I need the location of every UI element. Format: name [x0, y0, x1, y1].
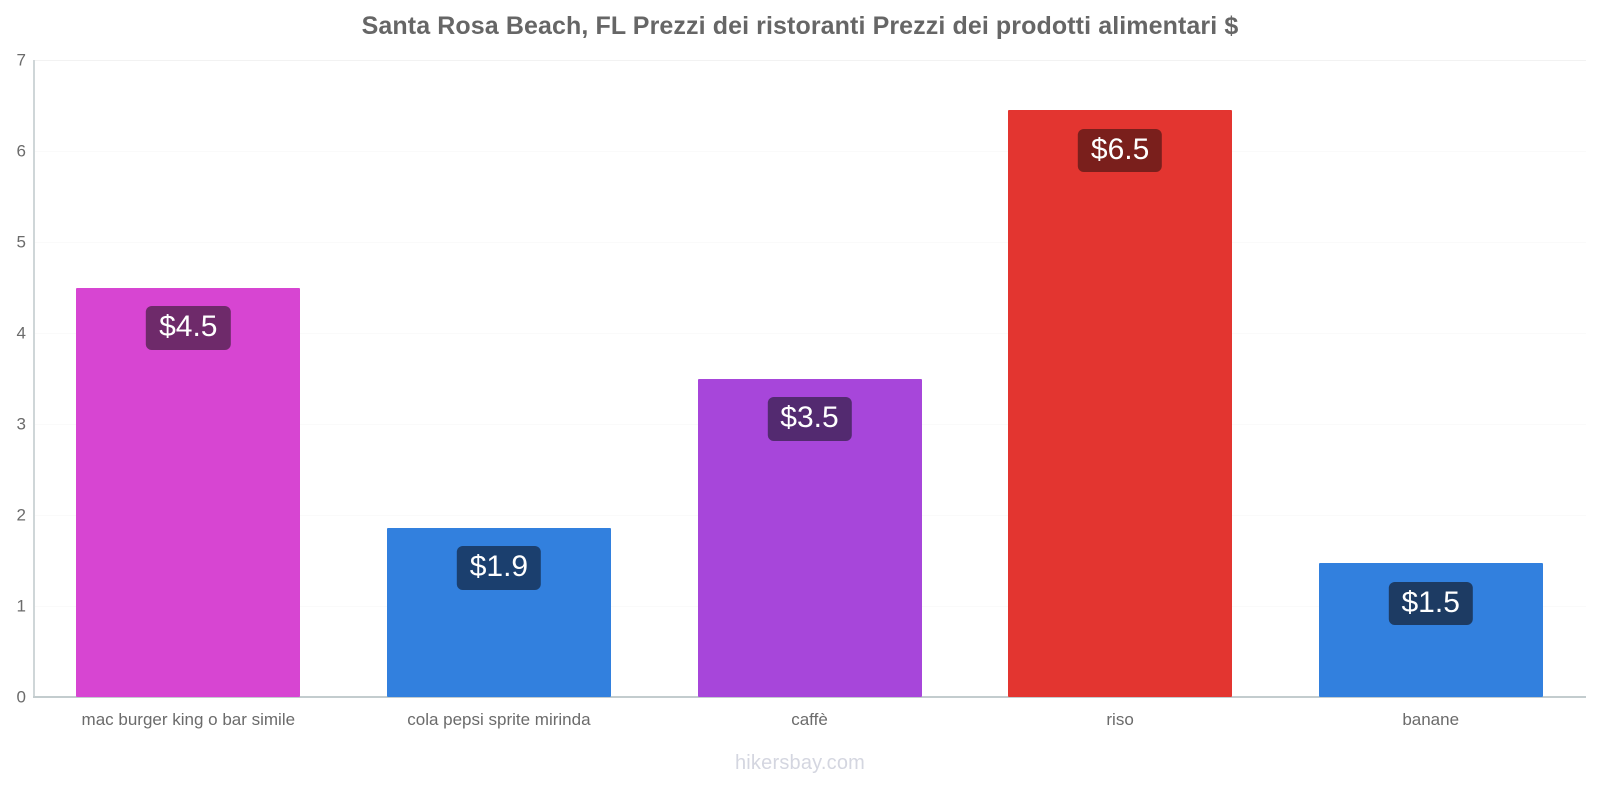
x-axis-tick-labels: mac burger king o bar simile cola pepsi s… [33, 710, 1586, 740]
bar[interactable] [1008, 110, 1233, 697]
bar[interactable] [76, 287, 301, 697]
y-axis-tick-label: 0 [16, 687, 26, 707]
x-axis-tick-label: cola pepsi sprite mirinda [407, 710, 591, 729]
bar-value-label: $4.5 [146, 306, 231, 350]
bar-group: $4.5 [76, 60, 301, 697]
y-axis-tick-label: 3 [16, 414, 26, 434]
bar-value-label: $6.5 [1077, 128, 1163, 173]
bar-value-label: $1.9 [456, 546, 542, 590]
x-axis-tick-label: mac burger king o bar simile [81, 710, 296, 729]
x-axis-tick-label: caffè [791, 710, 828, 729]
y-axis-tick-label: 2 [16, 505, 26, 525]
chart-title: Santa Rosa Beach, FL Prezzi dei ristoran… [361, 12, 1239, 40]
y-axis-tick-label: 5 [16, 232, 26, 252]
x-axis-tick-label: banane [1402, 710, 1460, 729]
x-axis-line [33, 696, 1586, 698]
y-axis-tick-label: 1 [16, 596, 26, 616]
bar-group: $1.5 [1318, 60, 1543, 697]
footer-watermark: hikersbay.com [734, 752, 866, 774]
bar-group: $1.9 [386, 60, 611, 697]
y-axis-tick-label: 6 [16, 141, 26, 161]
y-axis-line [33, 60, 35, 697]
x-axis-tick-label: riso [1106, 710, 1134, 729]
bar-group: $6.5 [1008, 60, 1233, 697]
bars-layer: $4.5 $1.9 $3.5 $6.5 $1.5 [33, 60, 1586, 697]
y-axis-tick-label: 4 [16, 323, 26, 343]
y-axis-tick-labels: 0 1 2 3 4 5 6 7 [0, 52, 26, 706]
bar-value-label: $1.5 [1388, 581, 1473, 626]
bar-group: $3.5 [697, 60, 922, 697]
bar-value-label: $3.5 [767, 397, 852, 441]
y-axis-tick-label: 7 [16, 50, 26, 70]
